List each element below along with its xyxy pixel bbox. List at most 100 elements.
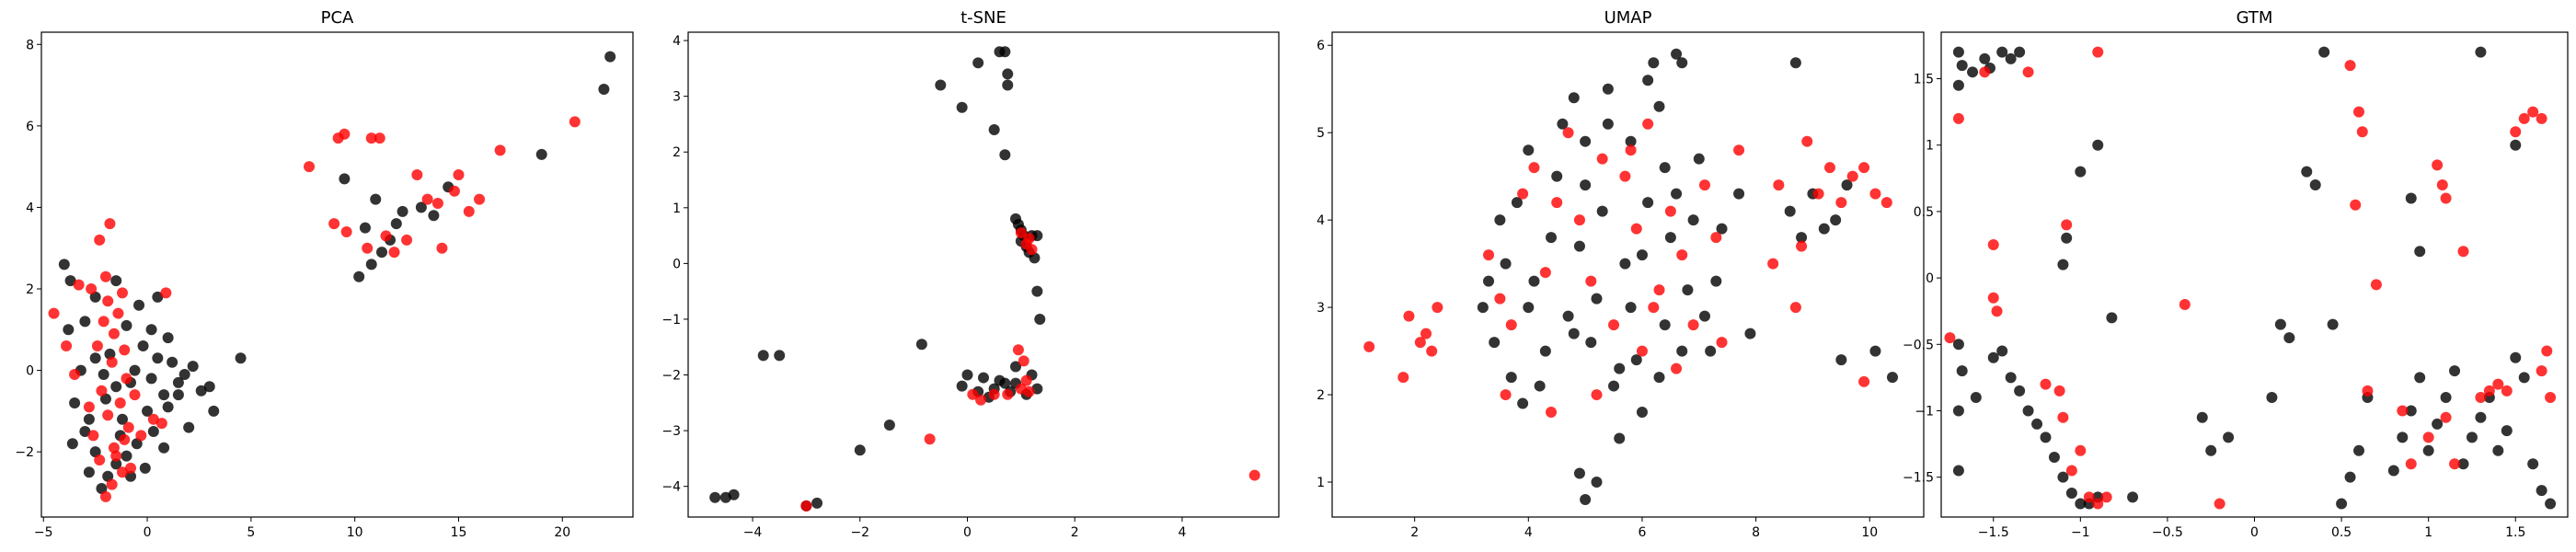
- scatter-point: [1676, 345, 1688, 357]
- scatter-point: [2040, 378, 2052, 390]
- scatter-point: [102, 409, 114, 421]
- scatter-point: [1693, 153, 1705, 165]
- scatter-point: [99, 490, 111, 502]
- scatter-point: [1568, 328, 1580, 339]
- scatter-point: [1818, 223, 1830, 235]
- scatter-point: [988, 124, 1000, 136]
- scatter-point: [96, 385, 108, 397]
- scatter-point: [137, 340, 149, 351]
- scatter-point: [1952, 79, 1964, 91]
- scatter-point: [2545, 392, 2557, 404]
- x-tick-label: 0: [2250, 525, 2259, 540]
- scatter-point: [2022, 405, 2034, 417]
- scatter-point: [2370, 279, 2382, 291]
- scatter-point: [1248, 469, 1260, 481]
- scatter-point: [1664, 232, 1676, 244]
- scatter-point: [1630, 223, 1642, 235]
- scatter-point: [2457, 246, 2469, 258]
- scatter-point: [2356, 126, 2368, 138]
- scatter-point: [1625, 302, 1637, 314]
- x-tick-label: 1.5: [2505, 525, 2525, 540]
- scatter-point: [1880, 197, 1892, 209]
- scatter-point: [172, 389, 184, 401]
- scatter-point: [1511, 197, 1523, 209]
- scatter-point: [69, 369, 81, 380]
- scatter-point: [2075, 444, 2087, 456]
- scatter-point: [195, 385, 207, 397]
- scatter-point: [359, 222, 371, 234]
- y-tick-label: 6: [26, 120, 34, 134]
- y-tick-label: 5: [1317, 126, 1325, 141]
- scatter-point: [1477, 302, 1489, 314]
- scatter-point: [2106, 312, 2118, 324]
- y-tick-label: −3: [661, 424, 681, 439]
- scatter-point: [79, 316, 91, 328]
- scatter-point: [2353, 106, 2364, 118]
- scatter-point: [1676, 57, 1688, 69]
- scatter-point: [1767, 258, 1779, 270]
- scatter-point: [1642, 75, 1654, 86]
- scatter-point: [1858, 375, 1870, 387]
- scatter-point: [2440, 192, 2452, 204]
- y-tick-label: 8: [26, 38, 34, 52]
- scatter-point: [1698, 179, 1710, 191]
- scatter-point: [1987, 292, 1999, 304]
- scatter-point: [1591, 477, 1603, 489]
- scatter-point: [1483, 275, 1495, 287]
- scatter-point: [183, 421, 195, 433]
- scatter-point: [1363, 340, 1375, 352]
- scatter-point: [87, 430, 99, 442]
- scatter-point: [1979, 66, 1991, 78]
- scatter-point: [122, 421, 134, 433]
- y-tick-label: −2: [661, 369, 681, 384]
- scatter-point: [106, 478, 118, 490]
- axes-frame: [40, 31, 634, 518]
- scatter-point: [1026, 244, 1038, 256]
- scatter-point: [131, 438, 143, 450]
- scatter-point: [1002, 388, 1014, 400]
- scatter-point: [2274, 318, 2286, 330]
- axes-frame: [1940, 31, 2569, 518]
- scatter-point: [1636, 249, 1648, 261]
- scatter-point: [972, 57, 984, 69]
- scatter-point: [119, 433, 131, 445]
- scatter-point: [2414, 246, 2426, 258]
- scatter-point: [89, 291, 101, 303]
- scatter-point: [1676, 249, 1688, 261]
- scatter-point: [1420, 328, 1432, 339]
- scatter-point: [1996, 46, 2008, 58]
- x-tick-label: −1: [2071, 525, 2090, 540]
- scatter-point: [1653, 100, 1665, 112]
- scatter-point: [2092, 139, 2104, 151]
- scatter-point: [98, 316, 109, 328]
- x-tick-label: −2: [850, 525, 869, 540]
- scatter-point: [1551, 197, 1563, 209]
- scatter-point: [129, 364, 141, 376]
- scatter-point: [2196, 411, 2208, 423]
- y-tick-label: 1: [1926, 139, 1934, 154]
- scatter-point: [1517, 188, 1529, 200]
- scatter-point: [235, 352, 247, 364]
- scatter-point: [145, 324, 157, 336]
- scatter-point: [388, 247, 400, 259]
- y-tick-label: 2: [673, 145, 681, 160]
- x-tick-label: 10: [347, 525, 363, 540]
- scatter-point: [2432, 418, 2444, 430]
- scatter-point: [2397, 431, 2409, 443]
- scatter-point: [94, 234, 106, 246]
- scatter-point: [2466, 431, 2478, 443]
- scatter-point: [2475, 392, 2487, 404]
- scatter-point: [2336, 498, 2348, 510]
- scatter-point: [353, 270, 365, 282]
- scatter-point: [1591, 389, 1603, 401]
- scatter-point: [1710, 232, 1722, 244]
- scatter-point: [1648, 302, 1660, 314]
- scatter-point: [145, 373, 157, 385]
- scatter-point: [119, 344, 131, 356]
- scatter-point: [1614, 432, 1626, 444]
- scatter-point: [2510, 126, 2522, 138]
- scatter-point: [142, 405, 154, 417]
- scatter-point: [2353, 444, 2364, 456]
- scatter-point: [339, 173, 351, 185]
- y-tick-label: −1: [661, 313, 681, 328]
